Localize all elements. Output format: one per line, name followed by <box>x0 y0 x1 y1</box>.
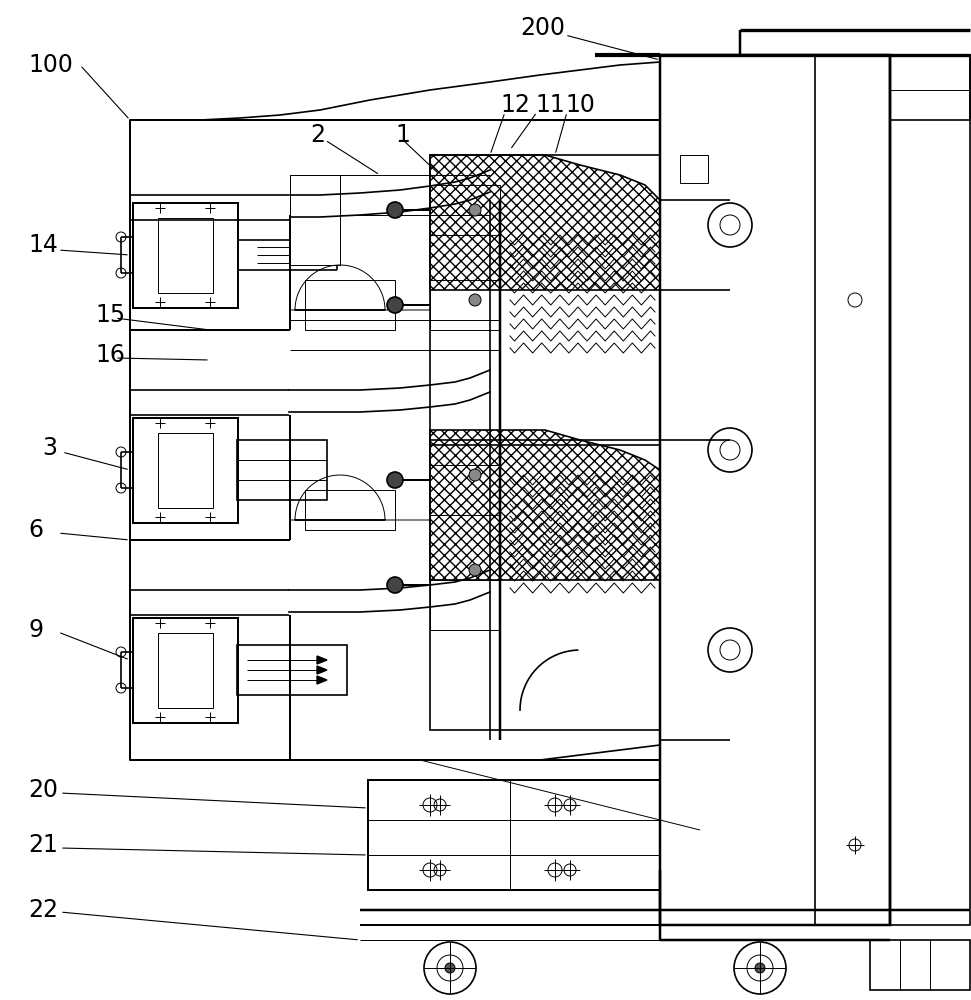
Bar <box>237 645 347 695</box>
Bar <box>133 203 238 308</box>
Text: 16: 16 <box>95 343 125 367</box>
Bar <box>368 780 660 890</box>
Text: 3: 3 <box>42 436 57 460</box>
Bar <box>430 155 660 445</box>
Text: 11: 11 <box>535 93 565 117</box>
Text: 22: 22 <box>28 898 58 922</box>
Polygon shape <box>317 676 327 684</box>
Bar <box>680 155 708 183</box>
Bar <box>158 218 213 293</box>
Bar <box>430 185 500 235</box>
Circle shape <box>469 294 481 306</box>
Text: 20: 20 <box>28 778 58 802</box>
Bar <box>890 55 970 120</box>
Circle shape <box>445 963 455 973</box>
Circle shape <box>469 204 481 216</box>
Bar <box>133 418 238 523</box>
Bar <box>430 440 660 730</box>
Text: 9: 9 <box>28 618 43 642</box>
Bar <box>305 490 395 530</box>
Text: 200: 200 <box>520 16 565 40</box>
Bar <box>430 280 500 330</box>
Bar <box>133 618 238 723</box>
Bar <box>158 433 213 508</box>
Circle shape <box>387 472 403 488</box>
Circle shape <box>469 564 481 576</box>
Polygon shape <box>317 666 327 674</box>
Text: 6: 6 <box>28 518 43 542</box>
Circle shape <box>755 963 765 973</box>
Text: 1: 1 <box>395 123 410 147</box>
Polygon shape <box>430 430 660 580</box>
Circle shape <box>469 469 481 481</box>
Bar <box>430 465 500 515</box>
Text: 2: 2 <box>310 123 325 147</box>
Bar <box>870 940 970 990</box>
Bar <box>158 633 213 708</box>
Bar <box>430 580 500 630</box>
Text: 12: 12 <box>500 93 530 117</box>
Bar <box>660 55 890 925</box>
Polygon shape <box>317 656 327 664</box>
Bar <box>237 440 327 500</box>
Polygon shape <box>430 155 660 290</box>
Circle shape <box>387 297 403 313</box>
Circle shape <box>387 577 403 593</box>
Text: 14: 14 <box>28 233 58 257</box>
Circle shape <box>387 202 403 218</box>
Bar <box>290 175 340 265</box>
Text: 100: 100 <box>28 53 73 77</box>
Text: 15: 15 <box>95 303 125 327</box>
Bar <box>305 280 395 330</box>
Bar <box>890 55 970 925</box>
Bar <box>815 55 890 925</box>
Text: 10: 10 <box>565 93 595 117</box>
Text: 21: 21 <box>28 833 58 857</box>
